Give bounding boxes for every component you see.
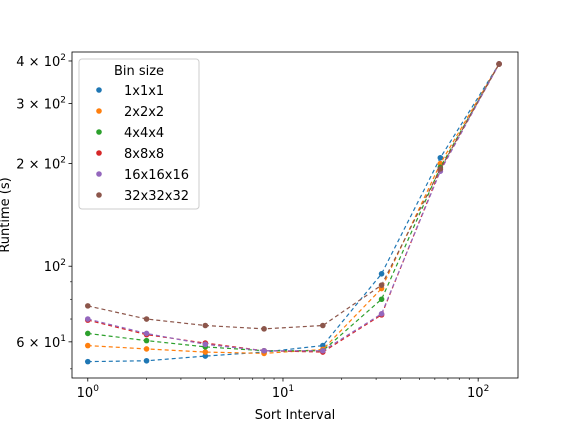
legend-marker xyxy=(96,150,102,156)
x-axis-label: Sort Interval xyxy=(255,408,336,423)
data-point xyxy=(84,303,91,309)
legend-label: 32x32x32 xyxy=(124,189,189,204)
data-point xyxy=(202,322,209,329)
data-point xyxy=(437,166,444,172)
legend-entries: 1x1x1 2x2x2 4x4x4 8x8x8 16x16x16 32x32x32 xyxy=(96,84,189,204)
legend-marker xyxy=(96,192,102,198)
y-tick-label: 6 × 101 xyxy=(16,334,66,351)
data-point xyxy=(437,154,444,161)
y-tick-label: 4 × 102 xyxy=(16,53,66,70)
series-layer xyxy=(84,61,502,365)
series-line xyxy=(87,63,500,330)
data-point xyxy=(378,271,385,277)
data-point xyxy=(320,342,326,349)
data-point xyxy=(202,353,209,359)
data-point xyxy=(84,342,91,349)
series-line xyxy=(87,63,500,353)
y-axis-label: Runtime (s) xyxy=(0,177,13,252)
x-axis-ticks: 100 101 102 xyxy=(77,378,489,401)
legend-box xyxy=(78,58,200,210)
data-point xyxy=(143,330,150,337)
data-point xyxy=(320,347,326,354)
legend-marker xyxy=(96,87,102,93)
data-point xyxy=(143,316,150,322)
legend-marker xyxy=(96,108,102,114)
series-line xyxy=(87,63,500,354)
data-point xyxy=(84,316,91,322)
legend-label: 2x2x2 xyxy=(124,105,164,120)
data-point xyxy=(378,282,385,288)
legend-label: 16x16x16 xyxy=(124,168,189,183)
y-tick-label: 102 xyxy=(44,258,66,275)
legend-title: Bin size xyxy=(114,64,164,79)
series-line xyxy=(87,63,500,363)
data-point xyxy=(261,326,267,332)
plot-frame xyxy=(71,51,519,379)
data-point xyxy=(378,296,385,303)
y-tick-label: 3 × 102 xyxy=(16,96,66,113)
data-point xyxy=(320,322,326,329)
y-axis-ticks: 6 × 101 102 2 × 102 3 × 102 4 × 102 xyxy=(16,53,72,370)
data-point xyxy=(261,347,267,354)
legend-marker xyxy=(96,171,102,177)
data-point xyxy=(143,337,150,344)
data-point xyxy=(496,61,502,67)
data-point xyxy=(84,358,91,365)
legend-label: 1x1x1 xyxy=(124,84,164,99)
data-point xyxy=(84,330,91,337)
x-tick-label: 102 xyxy=(467,384,489,401)
legend-label: 8x8x8 xyxy=(124,147,164,162)
series-line xyxy=(87,63,500,352)
data-point xyxy=(202,349,209,355)
data-point xyxy=(143,346,150,352)
legend: Bin size 1x1x1 2x2x2 4x4x4 8x8x8 16x16x16 32x… xyxy=(78,58,200,210)
data-point xyxy=(202,341,209,348)
legend-label: 4x4x4 xyxy=(124,126,164,141)
y-tick-label: 2 × 102 xyxy=(16,156,66,173)
x-tick-label: 101 xyxy=(272,384,294,401)
data-point xyxy=(378,311,385,317)
legend-marker xyxy=(96,129,102,135)
x-tick-label: 100 xyxy=(77,384,100,401)
data-point xyxy=(143,357,150,364)
series-32x32x32 xyxy=(84,61,502,332)
